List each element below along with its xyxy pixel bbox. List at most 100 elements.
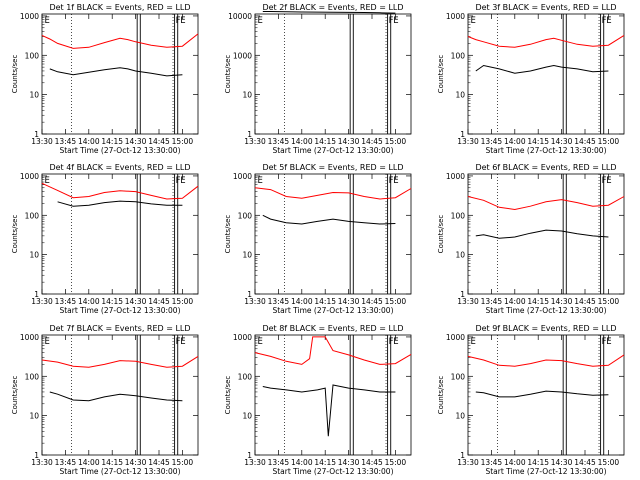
y-axis-label: Counts/sec xyxy=(11,55,19,94)
interval-marker: F xyxy=(602,176,607,186)
x-tick-label: 13:30 xyxy=(31,297,53,306)
x-axis-label: Start Time (27-Oct-12 13:30:00) xyxy=(272,306,393,315)
series-events xyxy=(262,11,396,14)
x-tick-label: 15:00 xyxy=(598,297,620,306)
plot-frame xyxy=(467,173,625,295)
x-tick-label: 14:45 xyxy=(148,458,170,467)
x-tick-label: 14:45 xyxy=(148,297,170,306)
x-tick-label: 13:30 xyxy=(244,297,266,306)
y-tick-label: 100 xyxy=(25,211,40,220)
y-tick-label: 100 xyxy=(238,372,253,381)
x-tick-label: 14:15 xyxy=(527,137,549,146)
x-tick-label: 14:30 xyxy=(125,137,147,146)
interval-marker: E xyxy=(258,16,263,26)
y-tick-label: 1 xyxy=(460,130,465,139)
series-lld xyxy=(467,34,625,48)
y-tick-label: 1000 xyxy=(233,333,252,342)
y-tick-label: 1 xyxy=(247,130,252,139)
y-tick-label: 1000 xyxy=(446,172,465,181)
x-tick-label: 14:30 xyxy=(338,458,360,467)
plot-frame xyxy=(254,173,412,295)
y-tick-label: 10000 xyxy=(228,12,252,21)
x-tick-label: 15:00 xyxy=(172,137,194,146)
y-tick-label: 1 xyxy=(460,290,465,299)
series-events xyxy=(475,229,609,239)
x-tick-label: 14:45 xyxy=(361,137,383,146)
y-axis-label: Counts/sec xyxy=(224,376,232,415)
panel-6: Det 6f BLACK = Events, RED = LLD 1 10 100 10… xyxy=(437,163,625,315)
y-tick-label: 10 xyxy=(29,91,39,100)
y-tick-label: 1 xyxy=(34,130,39,139)
x-tick-label: 14:30 xyxy=(338,297,360,306)
x-tick-label: 14:30 xyxy=(551,297,573,306)
interval-marker: F xyxy=(389,16,394,26)
y-tick-label: 1 xyxy=(34,290,39,299)
series-events xyxy=(475,390,609,398)
y-tick-label: 10 xyxy=(29,412,39,421)
x-tick-label: 14:00 xyxy=(291,137,313,146)
interval-marker: E xyxy=(258,337,263,347)
x-tick-label: 14:45 xyxy=(361,297,383,306)
interval-marker: E xyxy=(393,16,398,26)
x-axis-label: Start Time (27-Oct-12 13:30:00) xyxy=(272,467,393,476)
x-tick-label: 13:45 xyxy=(481,297,503,306)
x-tick-label: 14:00 xyxy=(291,297,313,306)
y-tick-label: 1 xyxy=(34,451,39,460)
x-tick-label: 14:30 xyxy=(551,137,573,146)
y-tick-label: 1 xyxy=(247,451,252,460)
x-axis-label: Start Time (27-Oct-12 13:30:00) xyxy=(59,306,180,315)
x-tick-label: 15:00 xyxy=(172,458,194,467)
plot-frame xyxy=(254,13,412,135)
x-tick-label: 14:00 xyxy=(504,458,526,467)
y-tick-label: 1000 xyxy=(233,51,252,60)
x-tick-label: 14:15 xyxy=(101,297,123,306)
x-tick-label: 13:30 xyxy=(457,137,479,146)
interval-marker: F xyxy=(389,176,394,186)
x-tick-label: 14:15 xyxy=(101,458,123,467)
plot-frame xyxy=(467,334,625,456)
interval-marker: F xyxy=(389,337,394,347)
x-tick-label: 15:00 xyxy=(385,297,407,306)
x-tick-label: 15:00 xyxy=(385,458,407,467)
y-tick-label: 1000 xyxy=(20,333,39,342)
interval-marker: F xyxy=(176,176,181,186)
series-events xyxy=(49,391,183,402)
x-axis-label: Start Time (27-Oct-12 13:30:00) xyxy=(485,467,606,476)
interval-marker: E xyxy=(471,337,476,347)
panel-title: Det 7f BLACK = Events, RED = LLD xyxy=(49,324,190,333)
x-tick-label: 14:30 xyxy=(338,137,360,146)
panel-title: Det 1f BLACK = Events, RED = LLD xyxy=(49,3,190,12)
x-tick-label: 14:45 xyxy=(574,137,596,146)
x-tick-label: 13:45 xyxy=(268,297,290,306)
panel-1: Det 1f BLACK = Events, RED = LLD 1 10 100 10… xyxy=(11,3,199,155)
x-tick-label: 13:45 xyxy=(55,458,77,467)
x-tick-label: 14:00 xyxy=(504,137,526,146)
interval-marker: F xyxy=(602,337,607,347)
y-axis-label: Counts/sec xyxy=(11,376,19,415)
y-tick-label: 1000 xyxy=(20,172,39,181)
series-events xyxy=(475,64,609,74)
x-tick-label: 13:30 xyxy=(31,458,53,467)
x-axis-label: Start Time (27-Oct-12 13:30:00) xyxy=(485,306,606,315)
x-tick-label: 15:00 xyxy=(172,297,194,306)
y-tick-label: 100 xyxy=(451,211,466,220)
y-tick-label: 10 xyxy=(455,251,465,260)
y-axis-label: Counts/sec xyxy=(11,215,19,254)
y-tick-label: 100 xyxy=(451,51,466,60)
panel-8: Det 8f BLACK = Events, RED = LLD 1 10 100 10… xyxy=(224,324,412,476)
x-tick-label: 13:30 xyxy=(31,137,53,146)
interval-marker: F xyxy=(602,16,607,26)
y-tick-label: 100 xyxy=(25,51,40,60)
interval-marker: E xyxy=(180,176,185,186)
y-axis-label: Counts/sec xyxy=(437,55,445,94)
x-axis-label: Start Time (27-Oct-12 13:30:00) xyxy=(485,146,606,155)
interval-marker: E xyxy=(258,176,263,186)
x-tick-label: 13:45 xyxy=(268,458,290,467)
y-tick-label: 10 xyxy=(455,412,465,421)
plot-frame xyxy=(41,334,199,456)
plot-frame xyxy=(41,173,199,295)
series-lld xyxy=(467,196,625,211)
x-tick-label: 13:30 xyxy=(244,137,266,146)
y-tick-label: 1000 xyxy=(446,12,465,21)
x-axis-label: Start Time (27-Oct-12 13:30:00) xyxy=(272,146,393,155)
